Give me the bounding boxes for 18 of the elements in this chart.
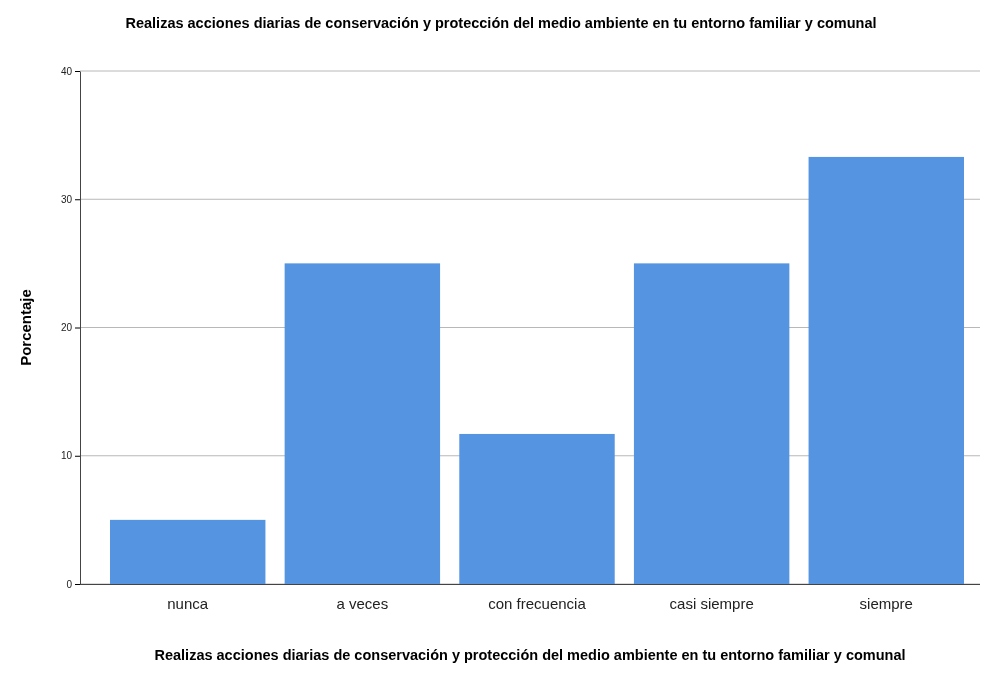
y-tick-label: 40	[60, 65, 73, 77]
x-tick-label: con frecuencia	[488, 594, 587, 612]
y-tick-label: 20	[60, 322, 73, 334]
y-axis-title: Porcentaje	[17, 289, 34, 366]
x-tick-label: a veces	[336, 594, 389, 612]
x-tick-label: siempre	[859, 594, 913, 612]
y-tick-label: 30	[60, 193, 73, 205]
x-axis-title: Realizas acciones diarias de conservación y protección del medio ambiente en tu entorno familiar y comunal	[154, 647, 906, 663]
y-tick-label: 0	[66, 578, 73, 590]
bar	[808, 156, 964, 584]
y-tick-label: 10	[60, 450, 73, 462]
chart-title: Realizas acciones diarias de conservación y protección del medio ambiente en tu entorno familiar y comunal	[125, 15, 877, 31]
bar	[110, 519, 266, 584]
x-tick-label: nunca	[167, 594, 209, 612]
bar	[633, 263, 790, 584]
bar	[284, 263, 441, 584]
x-tick-label: casi siempre	[669, 594, 754, 612]
bar	[459, 433, 615, 584]
